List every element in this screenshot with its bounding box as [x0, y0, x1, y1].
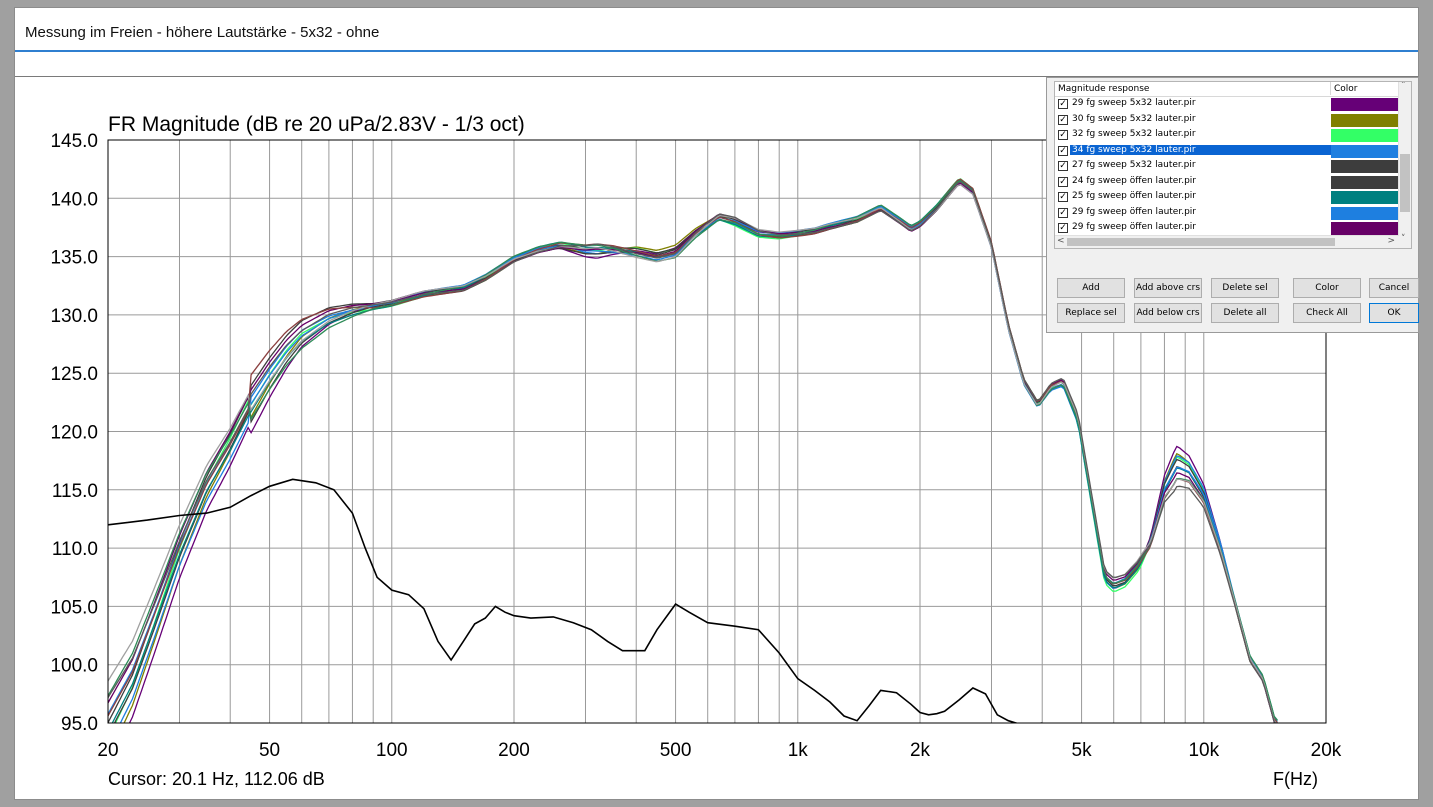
color-swatch[interactable] — [1331, 160, 1407, 173]
scroll-thumb[interactable] — [1400, 154, 1410, 212]
color-button[interactable]: Color — [1293, 278, 1361, 298]
response-curve — [108, 181, 1277, 723]
response-curve — [108, 180, 1278, 721]
list-item[interactable]: ✓ 29 fg sweep öffen lauter.pir — [1055, 221, 1407, 237]
scroll-down-icon[interactable]: ˅ — [1401, 234, 1406, 244]
list-item-label: 29 fg sweep 5x32 lauter.pir — [1072, 98, 1196, 108]
checkbox[interactable]: ✓ — [1058, 223, 1068, 233]
color-swatch[interactable] — [1331, 191, 1407, 204]
list-item[interactable]: ✓ 29 fg sweep öffen lauter.pir — [1055, 206, 1407, 222]
list-item-label: 29 fg sweep öffen lauter.pir — [1072, 222, 1196, 232]
replace-selected-button[interactable]: Replace sel — [1057, 303, 1125, 323]
color-swatch[interactable] — [1331, 175, 1407, 189]
y-tick-label: 145.0 — [50, 131, 98, 152]
list-item[interactable]: ✓ 30 fg sweep 5x32 lauter.pir — [1055, 113, 1407, 129]
cursor-readout: Cursor: 20.1 Hz, 112.06 dB — [108, 769, 325, 789]
y-tick-label: 95.0 — [61, 714, 98, 735]
column-header-name[interactable]: Magnitude response — [1058, 84, 1150, 94]
list-item-label: 25 fg sweep öffen lauter.pir — [1072, 191, 1196, 201]
y-tick-label: 115.0 — [52, 481, 98, 502]
list-item[interactable]: ✓ 29 fg sweep 5x32 lauter.pir — [1055, 97, 1407, 113]
color-swatch[interactable] — [1331, 206, 1407, 220]
x-axis-title: F(Hz) — [1273, 769, 1318, 789]
y-tick-label: 140.0 — [50, 189, 98, 210]
ok-button[interactable]: OK — [1369, 303, 1419, 323]
list-item-label: 30 fg sweep 5x32 lauter.pir — [1072, 113, 1196, 124]
horizontal-scrollbar[interactable]: < > — [1055, 235, 1399, 248]
list-item[interactable]: ✓ 25 fg sweep öffen lauter.pir — [1055, 190, 1407, 206]
cancel-button[interactable]: Cancel — [1369, 278, 1419, 298]
column-header-color[interactable]: Color — [1330, 82, 1358, 95]
magnitude-response-dialog: Magnitude response Color ✓ 29 fg sweep 5x… — [1046, 77, 1419, 333]
check-all-button[interactable]: Check All — [1293, 303, 1361, 323]
color-swatch[interactable] — [1331, 129, 1407, 142]
list-header: Magnitude response Color — [1055, 82, 1403, 97]
separator-line — [15, 76, 1418, 77]
plot-frame — [107, 139, 1327, 724]
scroll-left-icon[interactable]: < — [1057, 236, 1065, 246]
x-tick-label: 20 — [97, 740, 118, 761]
x-tick-label: 100 — [376, 740, 408, 761]
x-tick-label: 1k — [788, 740, 809, 761]
checkbox[interactable]: ✓ — [1058, 130, 1068, 140]
color-swatch[interactable] — [1331, 144, 1407, 158]
checkbox[interactable]: ✓ — [1058, 207, 1068, 218]
list-item-label: 29 fg sweep öffen lauter.pir — [1072, 206, 1196, 217]
add-below-cursor-button[interactable]: Add below crs — [1134, 303, 1202, 323]
scroll-right-icon[interactable]: > — [1387, 236, 1395, 246]
list-item-label: 24 fg sweep öffen lauter.pir — [1072, 175, 1196, 186]
y-tick-label: 125.0 — [50, 364, 98, 385]
list-item-label: 34 fg sweep 5x32 lauter.pir — [1070, 144, 1332, 155]
y-tick-label: 120.0 — [50, 423, 98, 444]
y-tick-label: 105.0 — [50, 597, 98, 618]
x-tick-label: 20k — [1311, 740, 1342, 761]
chart-series — [108, 178, 1278, 723]
checkbox[interactable]: ✓ — [1058, 176, 1068, 187]
list-item-label: 32 fg sweep 5x32 lauter.pir — [1072, 129, 1196, 139]
color-swatch[interactable] — [1331, 98, 1407, 111]
list-item-label: 27 fg sweep 5x32 lauter.pir — [1072, 160, 1196, 170]
x-tick-label: 2k — [910, 740, 931, 761]
x-tick-label: 500 — [660, 740, 692, 761]
list-item[interactable]: ✓ 27 fg sweep 5x32 lauter.pir — [1055, 159, 1407, 175]
scroll-thumb-horizontal[interactable] — [1067, 238, 1335, 246]
x-tick-label: 50 — [259, 740, 280, 761]
y-tick-label: 135.0 — [50, 248, 98, 269]
checkbox[interactable]: ✓ — [1058, 145, 1068, 156]
color-swatch[interactable] — [1331, 113, 1407, 127]
x-axis-labels: 20 50 100 200 500 1k 2k 5k 10k 20k — [97, 740, 1341, 761]
list-item[interactable]: ✓ 24 fg sweep öffen lauter.pir — [1055, 175, 1407, 191]
add-above-cursor-button[interactable]: Add above crs — [1134, 278, 1202, 298]
color-swatch[interactable] — [1331, 222, 1407, 235]
noise-floor-curve — [108, 478, 1043, 723]
x-tick-label: 200 — [498, 740, 530, 761]
checkbox[interactable]: ✓ — [1058, 114, 1068, 125]
y-tick-label: 100.0 — [50, 656, 98, 677]
delete-all-button[interactable]: Delete all — [1211, 303, 1279, 323]
x-tick-label: 10k — [1188, 740, 1219, 761]
vertical-scrollbar[interactable]: ˄ ˅ — [1398, 82, 1411, 248]
list-item[interactable]: ✓ 32 fg sweep 5x32 lauter.pir — [1055, 128, 1407, 144]
y-tick-label: 130.0 — [50, 306, 98, 327]
window-titlebar: Messung im Freien - höhere Lautstärke - … — [15, 8, 1418, 52]
curve-list[interactable]: Magnitude response Color ✓ 29 fg sweep 5x… — [1054, 81, 1412, 249]
y-axis-labels: 95.0 100.0 105.0 110.0 115.0 120.0 125.0 130.0 1… — [50, 131, 98, 735]
x-tick-label: 5k — [1072, 740, 1093, 761]
list-item[interactable]: ✓ 34 fg sweep 5x32 lauter.pir — [1055, 144, 1407, 160]
add-button[interactable]: Add — [1057, 278, 1125, 298]
checkbox[interactable]: ✓ — [1058, 161, 1068, 171]
checkbox[interactable]: ✓ — [1058, 99, 1068, 109]
checkbox[interactable]: ✓ — [1058, 192, 1068, 202]
chart-title: FR Magnitude (dB re 20 uPa/2.83V - 1/3 o… — [108, 113, 525, 136]
scroll-up-icon[interactable]: ˄ — [1401, 81, 1406, 91]
y-tick-label: 110.0 — [52, 539, 98, 560]
delete-selected-button[interactable]: Delete sel — [1211, 278, 1279, 298]
window-title: Messung im Freien - höhere Lautstärke - … — [25, 24, 380, 41]
